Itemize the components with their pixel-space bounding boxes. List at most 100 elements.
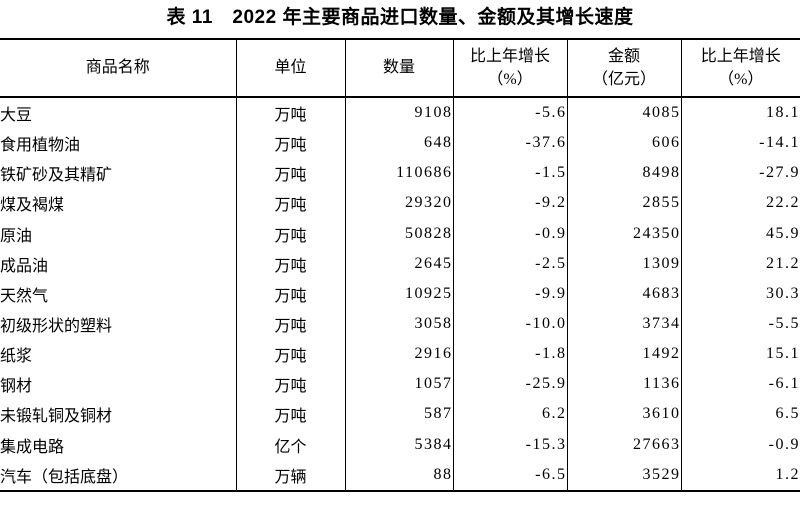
table-row: 初级形状的塑料 万吨 3058 -10.0 3734 -5.5 — [0, 308, 800, 340]
cell-amount: 24350 — [566, 218, 681, 249]
cell-quantity-growth: -37.6 — [452, 128, 567, 159]
cell-amount-growth: 21.2 — [680, 248, 800, 279]
cell-commodity-name: 大豆 — [0, 107, 33, 125]
cell-unit: 万吨 — [235, 128, 345, 159]
cell-amount-growth: 1.2 — [680, 459, 800, 491]
col-header-quantity: 数量 — [344, 39, 453, 98]
cell-commodity-name: 煤及褐煤 — [0, 197, 65, 215]
cell-commodity-name: 纸浆 — [0, 348, 33, 366]
cell-quantity: 2916 — [344, 339, 453, 370]
cell-quantity: 5384 — [344, 429, 453, 460]
cell-quantity: 50828 — [344, 218, 453, 249]
cell-quantity: 9108 — [344, 97, 453, 129]
cell-amount: 1492 — [566, 339, 681, 370]
cell-commodity-name: 钢材 — [0, 378, 33, 396]
col-header-amount-growth: 比上年增长 （%） — [680, 39, 800, 98]
cell-commodity-name: 铁矿砂及其精矿 — [0, 167, 113, 185]
header-label: 商品名称 — [85, 59, 150, 77]
cell-quantity-growth: -1.8 — [452, 339, 567, 370]
table-row: 汽车（包括底盘） 万辆 88 -6.5 3529 1.2 — [0, 459, 800, 491]
cell-quantity: 88 — [344, 459, 453, 491]
cell-quantity-growth: -1.5 — [452, 158, 567, 189]
cell-commodity-name: 原油 — [0, 227, 33, 245]
header-sublabel: （%） — [718, 71, 764, 88]
table-row: 成品油 万吨 2645 -2.5 1309 21.2 — [0, 248, 800, 279]
header-label: 金额 — [607, 47, 640, 65]
cell-quantity-growth: -15.3 — [452, 429, 567, 460]
cell-amount: 1136 — [566, 369, 681, 400]
col-header-commodity-name: 商品名称 — [0, 39, 236, 98]
col-header-unit: 单位 — [235, 39, 345, 98]
cell-unit: 万吨 — [235, 158, 345, 189]
cell-amount-growth: 18.1 — [680, 97, 800, 129]
cell-commodity-name: 汽车（包括底盘） — [0, 468, 129, 486]
cell-unit: 万吨 — [235, 399, 345, 430]
cell-quantity-growth: -10.0 — [452, 308, 567, 340]
cell-commodity-name: 食用植物油 — [0, 137, 81, 155]
table-row: 钢材 万吨 1057 -25.9 1136 -6.1 — [0, 369, 800, 400]
cell-amount-growth: 6.5 — [680, 399, 800, 430]
cell-amount: 4683 — [566, 278, 681, 309]
cell-quantity-growth: -9.9 — [452, 278, 567, 309]
cell-quantity: 3058 — [344, 308, 453, 340]
cell-amount-growth: -27.9 — [680, 158, 800, 189]
table-row: 未锻轧铜及铜材 万吨 587 6.2 3610 6.5 — [0, 399, 800, 430]
header-label: 比上年增长 — [469, 47, 550, 65]
cell-amount: 2855 — [566, 188, 681, 219]
cell-quantity: 587 — [344, 399, 453, 430]
cell-amount: 606 — [566, 128, 681, 159]
table-row: 铁矿砂及其精矿 万吨 110686 -1.5 8498 -27.9 — [0, 158, 800, 189]
cell-commodity-name: 初级形状的塑料 — [0, 318, 113, 336]
cell-quantity: 29320 — [344, 188, 453, 219]
cell-commodity-name: 成品油 — [0, 257, 49, 275]
header-label: 数量 — [382, 59, 415, 77]
cell-quantity-growth: -25.9 — [452, 369, 567, 400]
cell-amount-growth: -14.1 — [680, 128, 800, 159]
cell-quantity: 1057 — [344, 369, 453, 400]
cell-amount: 3734 — [566, 308, 681, 340]
cell-amount: 3529 — [566, 459, 681, 491]
cell-quantity-growth: -9.2 — [452, 188, 567, 219]
table-title: 表 11 2022 年主要商品进口数量、金额及其增长速度 — [166, 7, 634, 28]
table-row: 食用植物油 万吨 648 -37.6 606 -14.1 — [0, 128, 800, 159]
cell-commodity-name: 未锻轧铜及铜材 — [0, 408, 113, 426]
cell-commodity-name: 集成电路 — [0, 438, 65, 456]
cell-unit: 万吨 — [235, 308, 345, 340]
cell-amount: 4085 — [566, 97, 681, 129]
header-sublabel: （亿元） — [591, 71, 656, 88]
table-row: 纸浆 万吨 2916 -1.8 1492 15.1 — [0, 339, 800, 370]
cell-quantity-growth: -0.9 — [452, 218, 567, 249]
cell-unit: 万吨 — [235, 188, 345, 219]
table-body: 大豆 万吨 9108 -5.6 4085 18.1 食用植物油 万吨 648 -… — [0, 97, 800, 491]
cell-quantity: 648 — [344, 128, 453, 159]
cell-amount: 8498 — [566, 158, 681, 189]
table-row: 集成电路 亿个 5384 -15.3 27663 -0.9 — [0, 429, 800, 460]
cell-quantity: 110686 — [344, 158, 453, 189]
table-row: 原油 万吨 50828 -0.9 24350 45.9 — [0, 218, 800, 249]
col-header-amount: 金额 （亿元） — [566, 39, 681, 98]
cell-quantity: 10925 — [344, 278, 453, 309]
cell-amount-growth: 22.2 — [680, 188, 800, 219]
cell-quantity-growth: -2.5 — [452, 248, 567, 279]
cell-unit: 万吨 — [235, 218, 345, 249]
cell-unit: 万吨 — [235, 278, 345, 309]
cell-amount: 27663 — [566, 429, 681, 460]
cell-amount-growth: -5.5 — [680, 308, 800, 340]
cell-unit: 万吨 — [235, 248, 345, 279]
table-row: 大豆 万吨 9108 -5.6 4085 18.1 — [0, 97, 800, 129]
cell-amount-growth: 45.9 — [680, 218, 800, 249]
cell-quantity-growth: -6.5 — [452, 459, 567, 491]
import-commodities-table: 商品名称 单位 数量 比上年增长 （%） 金额 （亿元） — [0, 38, 800, 492]
cell-unit: 亿个 — [235, 429, 345, 460]
cell-unit: 万吨 — [235, 97, 345, 129]
cell-unit: 万辆 — [235, 459, 345, 491]
table-row: 煤及褐煤 万吨 29320 -9.2 2855 22.2 — [0, 188, 800, 219]
header-label: 比上年增长 — [700, 47, 781, 65]
cell-amount: 1309 — [566, 248, 681, 279]
cell-commodity-name: 天然气 — [0, 287, 49, 305]
header-row: 商品名称 单位 数量 比上年增长 （%） 金额 （亿元） — [0, 39, 800, 98]
cell-unit: 万吨 — [235, 369, 345, 400]
header-sublabel: （%） — [487, 71, 533, 88]
cell-amount-growth: -0.9 — [680, 429, 800, 460]
